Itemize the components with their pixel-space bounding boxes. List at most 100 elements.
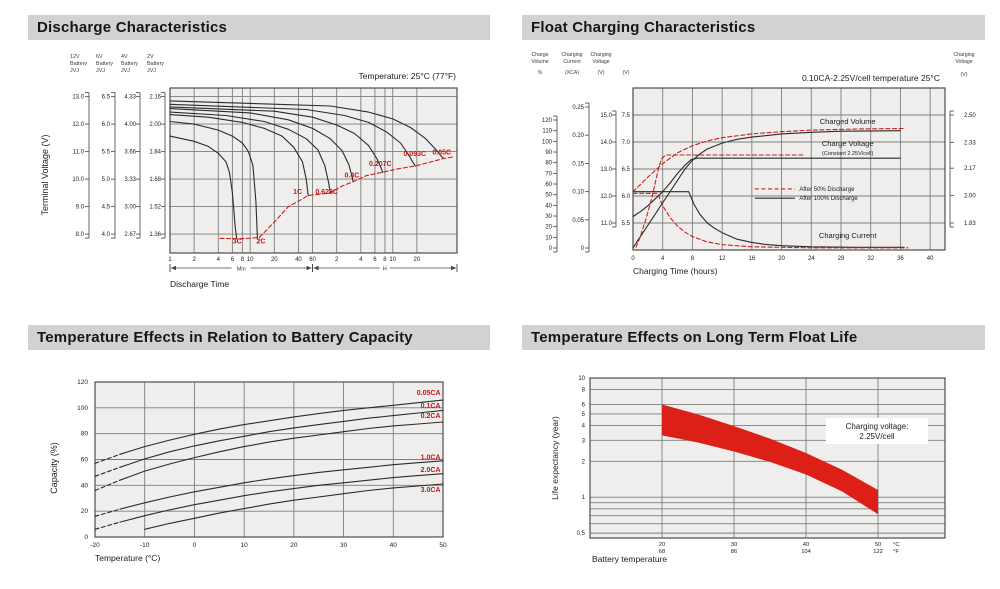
scale-header: Charging	[561, 52, 582, 58]
chart-discharge: 12VBatteryJVJ13.012.011.010.09.08.06VBat…	[40, 54, 458, 289]
scale-header: Battery	[70, 61, 87, 67]
x-tick: 60	[309, 257, 316, 263]
capacity-curve-0.05CA	[119, 399, 444, 455]
capacity-curve-1.0CA	[119, 460, 444, 510]
section-title-temp-capacity: Temperature Effects in Relation to Batte…	[28, 325, 490, 350]
capacity-curve-2.0CA	[119, 473, 444, 523]
y-tick: 0.5	[577, 531, 586, 537]
curve-annotation: Charging Current	[819, 231, 877, 240]
scale-unit: (V)	[961, 72, 968, 78]
x-tick: 20	[290, 542, 298, 549]
scale-header: Battery	[147, 61, 164, 67]
capacity-curve-0.2CA	[119, 421, 444, 481]
discharge-curve-0.05C	[169, 100, 445, 160]
float-curve-charged-volume-50	[632, 127, 905, 193]
scale-value: 2.16	[149, 95, 161, 101]
scale-value: 12.0	[72, 122, 84, 128]
scale-header: JVJ	[147, 68, 156, 74]
x-tick-celsius: 20	[659, 542, 665, 548]
curve-annotation: Charged Volume	[820, 117, 876, 126]
scale-header: JVJ	[70, 68, 79, 74]
x-tick: 40	[927, 256, 934, 262]
x-unit-fahrenheit: °F	[893, 549, 899, 555]
chart-float-life: Charging voltage:2.25V/cell1086543210.52…	[550, 376, 946, 564]
y-tick: 4	[582, 423, 586, 429]
x-tick: 0	[193, 542, 197, 549]
y-tick: 120	[77, 379, 88, 386]
rate-label: 0.1CA	[421, 403, 441, 410]
legend-label: After 50% Discharge	[799, 187, 855, 193]
scale-value: 10	[545, 235, 552, 241]
curve-annotation: (Constant 2.25V/cell)	[822, 151, 874, 157]
scale-header: Volume	[531, 59, 548, 65]
scale-header: Voltage	[955, 59, 972, 65]
scale-header: 2V	[147, 54, 154, 60]
scale-value: 0.15	[572, 161, 584, 167]
scale-value: 120	[542, 118, 553, 124]
scale-header: JVJ	[121, 68, 130, 74]
rate-label: 0.2CA	[421, 413, 441, 420]
arrowhead	[451, 265, 456, 271]
rate-label: 0.4C	[345, 172, 360, 179]
scale-value: 0	[549, 246, 553, 252]
scale-value: 100	[542, 139, 553, 145]
scale-header: Charging	[953, 52, 974, 58]
annotation-box	[826, 418, 928, 444]
plot-background	[170, 88, 457, 253]
rate-label: 0.093C	[403, 151, 426, 158]
capacity-curve-1.0CA-dashed	[94, 508, 121, 517]
scale-value: 90	[545, 150, 552, 156]
rate-label: 0.628C	[315, 189, 338, 196]
x-tick: 0	[631, 256, 635, 262]
x-tick: 2	[192, 257, 196, 263]
x-tick: 8	[383, 257, 387, 263]
x-tick: 8	[241, 257, 245, 263]
y-tick: 1	[582, 495, 586, 501]
x-tick-celsius: 50	[875, 542, 881, 548]
scale-value: 8.0	[76, 232, 85, 238]
capacity-curve-2.0CA-dashed	[94, 521, 121, 530]
x-tick-fahrenheit: 104	[801, 549, 811, 555]
section-title-float-life: Temperature Effects on Long Term Float L…	[522, 325, 985, 350]
discharge-curve-0.628C	[169, 111, 331, 194]
scale-value: 9.0	[76, 205, 85, 211]
scale-value: 2.67	[124, 232, 136, 238]
scale-value: 1.84	[149, 150, 161, 156]
condition-note: 0.10CA-2.25V/cell temperature 25°C	[802, 73, 940, 83]
y-tick: 20	[81, 508, 89, 515]
discharge-curve-3C	[169, 135, 238, 239]
scale-value: 60	[545, 182, 552, 188]
x-tick: 2	[335, 257, 339, 263]
scale-value: 2.50	[964, 113, 976, 119]
scale-value: 20	[545, 225, 552, 231]
x-axis-title: Temperature (°C)	[95, 553, 160, 563]
scale-value: 13.0	[600, 167, 612, 173]
x-tick: 40	[390, 542, 398, 549]
scale-value: 1.52	[149, 205, 161, 211]
x-tick-fahrenheit: 86	[731, 549, 737, 555]
y-tick: 100	[77, 405, 88, 412]
section-title-discharge: Discharge Characteristics	[28, 15, 490, 40]
scale-header: Charging	[590, 52, 611, 58]
x-tick: 6	[231, 257, 235, 263]
x-tick: 8	[691, 256, 695, 262]
y-axis-title: Capacity (%)	[49, 442, 59, 494]
float-curve-charge-voltage-50	[635, 154, 805, 248]
scale-header: Current	[563, 59, 581, 65]
scale-value: 7.0	[622, 140, 631, 146]
scale-value: 5.5	[102, 150, 111, 156]
x-tick: 4	[661, 256, 665, 262]
scale-header: Battery	[96, 61, 113, 67]
scale-value: 110	[542, 129, 552, 135]
scale-value: 13.0	[72, 95, 84, 101]
float-curve-charge-voltage-100	[632, 157, 901, 218]
chart-float-charging: ChargeVolume%010203040506070809010011012…	[531, 52, 976, 276]
scale-unit: (V)	[623, 70, 630, 76]
curve-annotation: Charge Voltage	[822, 139, 874, 148]
y-tick: 2	[582, 459, 586, 465]
legend-label: After 100% Discharge	[799, 196, 858, 202]
scale-value: 2.33	[964, 140, 976, 146]
y-tick: 8	[582, 388, 586, 394]
y-axis-title: Life expectancy (year)	[550, 416, 560, 500]
